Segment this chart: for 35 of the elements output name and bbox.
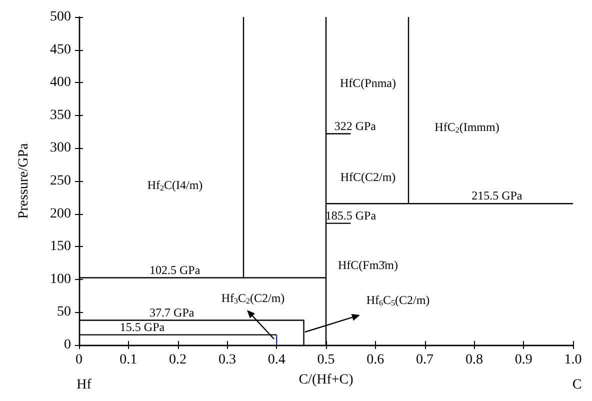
annotation: HfC(Fm3̄m)	[338, 258, 398, 272]
text: Hf	[76, 378, 92, 392]
annotation: 15.5 GPa	[120, 320, 166, 334]
x-tick-label: 0.5	[317, 352, 335, 368]
x-tick-label: 0.4	[268, 352, 286, 368]
y-axis-title: Pressure/GPa	[16, 142, 32, 219]
x-tick-label: 0.2	[169, 352, 187, 368]
annotation: HfC(Pnma)	[340, 76, 396, 90]
y-tick-label: 0	[64, 338, 71, 352]
y-tick-label: 250	[50, 174, 71, 188]
annotation: 185.5 GPa	[325, 208, 377, 222]
y-tick-label: 450	[50, 42, 71, 58]
y-tick-label: 300	[50, 140, 71, 156]
x-tick-label: 0.7	[416, 352, 434, 368]
x-axis-title: C/(Hf+C)	[298, 372, 354, 388]
y-tick-label: 150	[50, 239, 71, 254]
y-tick-label: 400	[50, 75, 71, 90]
x-tick-label: 0.8	[465, 352, 483, 368]
y-tick-label: 50	[57, 304, 71, 320]
x-tick-label: 0.6	[366, 352, 384, 368]
y-tick-label: 500	[50, 10, 71, 24]
x-tick-label: 0	[76, 352, 82, 368]
x-tick-label: 0.3	[218, 352, 236, 368]
annotation: HfC(C2/m)	[340, 170, 396, 184]
x-tick-label: 1.0	[564, 352, 582, 368]
text: C	[572, 378, 582, 392]
y-tick-label: 350	[50, 108, 71, 123]
annotation: 215.5 GPa	[472, 188, 523, 203]
y-tick-label: 100	[50, 272, 71, 287]
annotation: 322 GPa	[334, 118, 377, 133]
x-tick-label: 0.1	[120, 352, 138, 368]
x-tick-label: 0.9	[514, 352, 532, 368]
annotation: 37.7 GPa	[150, 305, 195, 320]
annotation: 102.5 GPa	[150, 262, 201, 277]
y-tick-label: 200	[50, 206, 71, 222]
